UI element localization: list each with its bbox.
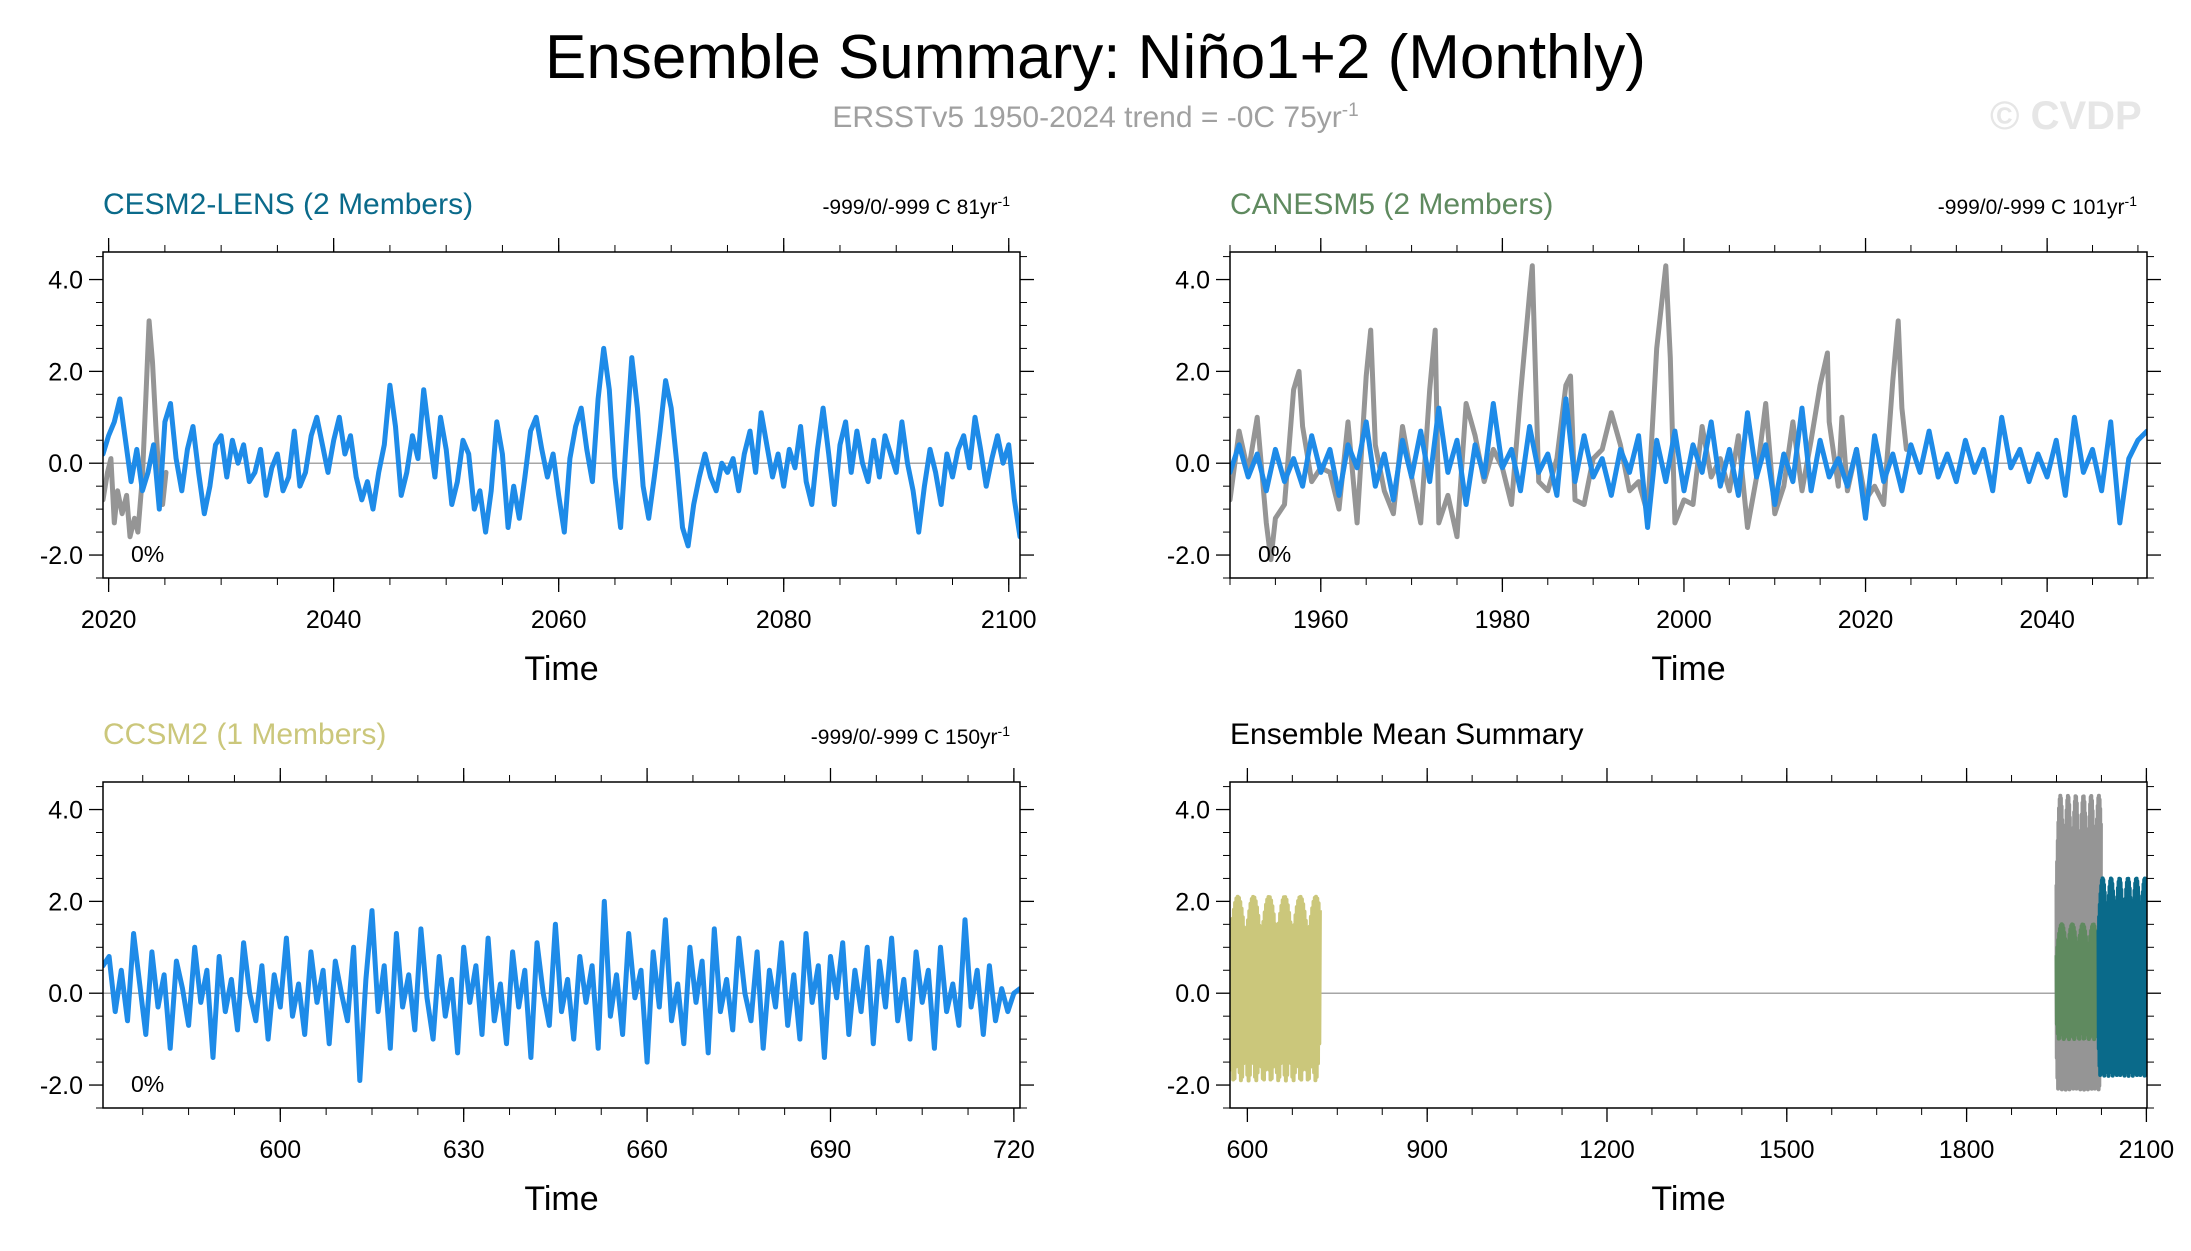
panel-stats: -999/0/-999 C 101yr-1	[1938, 193, 2137, 219]
plot-frame	[102, 781, 1021, 1109]
x-tick-label: 2040	[2019, 606, 2075, 634]
y-tick-label: 2.0	[48, 888, 83, 916]
panel-stats-text: -999/0/-999 C 81yr	[822, 196, 997, 219]
plot-frame	[1229, 781, 2148, 1109]
plot-data	[103, 898, 1020, 1083]
panel-ccsm2: CCSM2 (1 Members) -999/0/-999 C 150yr-1 -2…	[40, 718, 1035, 1218]
plot-frame	[1229, 251, 2148, 579]
main-title: Ensemble Summary: Niño1+2 (Monthly)	[545, 23, 1646, 92]
y-tick-label: 0.0	[48, 980, 83, 1008]
x-tick-label: 690	[810, 1136, 852, 1164]
x-axis-label: Time	[1651, 650, 1725, 688]
y-tick-label: 4.0	[48, 267, 83, 295]
panel-stats-text: -999/0/-999 C 150yr	[811, 726, 998, 749]
percent-annotation: 0%	[131, 1071, 164, 1097]
series-line-observations	[103, 318, 169, 540]
y-tick-label: 2.0	[48, 358, 83, 386]
panel-ensemble-mean-summary: Ensemble Mean Summary -2.0 0.0 2.0 4.0 600 900…	[1167, 718, 2174, 1218]
panel-stats-superscript: -1	[998, 723, 1011, 739]
percent-annotation: 0%	[1258, 541, 1291, 567]
x-tick-label: 2060	[531, 606, 587, 634]
panel-title: Ensemble Mean Summary	[1230, 718, 1583, 751]
y-tick-label: -2.0	[40, 1072, 83, 1100]
series-line-cesm2-lens	[103, 345, 1020, 549]
watermark: © CVDP	[1990, 94, 2142, 138]
x-tick-label: 600	[1227, 1136, 1269, 1164]
x-tick-label: 900	[1406, 1136, 1448, 1164]
x-tick-label: 1200	[1579, 1136, 1635, 1164]
panel-stats-superscript: -1	[998, 193, 1011, 209]
subtitle-text: ERSSTv5 1950-2024 trend = -0C 75yr	[832, 101, 1342, 134]
series-line-ccsm2	[103, 898, 1020, 1083]
y-tick-label: 0.0	[1175, 450, 1210, 478]
x-tick-label: 720	[993, 1136, 1035, 1164]
x-axis-label: Time	[1651, 1180, 1725, 1218]
y-tick-label: -2.0	[40, 542, 83, 570]
percent-annotation: 0%	[131, 541, 164, 567]
panel-stats-superscript: -1	[2125, 193, 2138, 209]
panel-canesm5: CANESM5 (2 Members) -999/0/-999 C 101yr-1…	[1167, 188, 2161, 688]
y-tick-label: 0.0	[48, 450, 83, 478]
y-tick-label: 4.0	[48, 797, 83, 825]
y-tick-label: -2.0	[1167, 1072, 1210, 1100]
x-tick-label: 2020	[81, 606, 137, 634]
plot-data	[1230, 793, 2147, 1092]
y-tick-label: 2.0	[1175, 358, 1210, 386]
plot-data	[103, 318, 1020, 549]
x-tick-label: 1500	[1759, 1136, 1815, 1164]
x-tick-label: 1960	[1293, 606, 1349, 634]
panel-title: CESM2-LENS (2 Members)	[103, 188, 473, 221]
y-tick-label: 4.0	[1175, 797, 1210, 825]
y-tick-label: 2.0	[1175, 888, 1210, 916]
panel-title: CCSM2 (1 Members)	[103, 718, 386, 751]
y-tick-label: 0.0	[1175, 980, 1210, 1008]
x-tick-label: 2020	[1838, 606, 1894, 634]
x-tick-label: 2100	[2119, 1136, 2175, 1164]
y-tick-label: 4.0	[1175, 267, 1210, 295]
series-line-canesm5	[1230, 396, 2147, 530]
plot-data	[1230, 263, 2147, 563]
band-cesm2-lens	[2096, 876, 2147, 1078]
x-tick-label: 1980	[1475, 606, 1531, 634]
x-tick-label: 1800	[1939, 1136, 1995, 1164]
x-axis-label: Time	[524, 1180, 598, 1218]
panel-stats-text: -999/0/-999 C 101yr	[1938, 196, 2125, 219]
plot-frame	[102, 251, 1021, 579]
x-axis-label: Time	[524, 650, 598, 688]
panel-stats: -999/0/-999 C 150yr-1	[811, 723, 1010, 749]
x-tick-label: 600	[259, 1136, 301, 1164]
panel-stats: -999/0/-999 C 81yr-1	[822, 193, 1010, 219]
x-tick-label: 2000	[1656, 606, 1712, 634]
x-tick-label: 660	[626, 1136, 668, 1164]
subtitle-superscript: -1	[1341, 100, 1359, 121]
x-tick-label: 2100	[981, 606, 1037, 634]
x-tick-label: 2040	[306, 606, 362, 634]
panel-cesm2-lens: CESM2-LENS (2 Members) -999/0/-999 C 81yr…	[40, 188, 1037, 688]
x-tick-label: 630	[443, 1136, 485, 1164]
panel-title: CANESM5 (2 Members)	[1230, 188, 1553, 221]
band-ccsm2	[1230, 894, 1322, 1083]
x-tick-label: 2080	[756, 606, 812, 634]
y-tick-label: -2.0	[1167, 542, 1210, 570]
subtitle: ERSSTv5 1950-2024 trend = -0C 75yr-1	[0, 100, 2191, 135]
